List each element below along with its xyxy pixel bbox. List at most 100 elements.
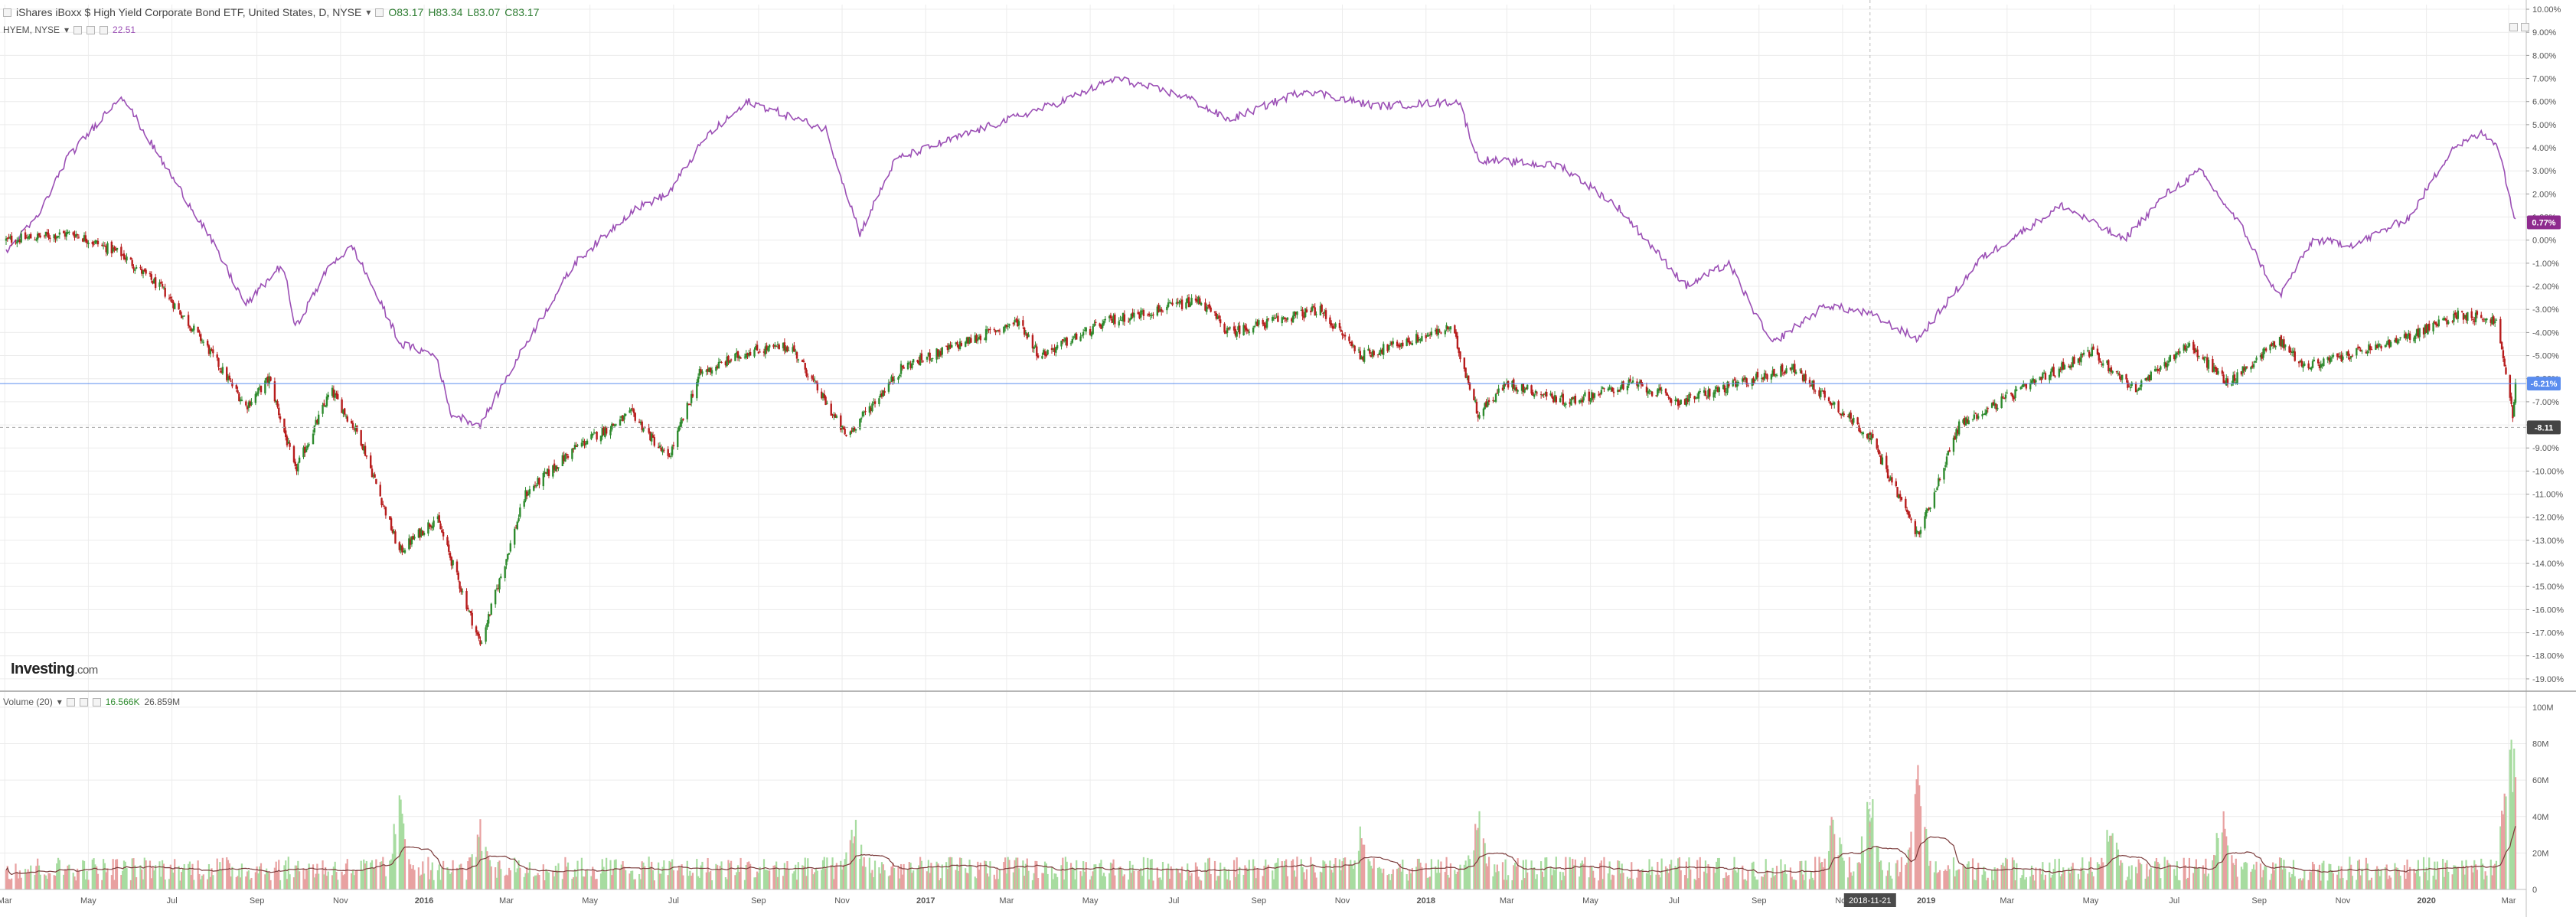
volume-bar [1991,870,1993,889]
volume-bar [1924,827,1926,889]
candle-body [628,410,631,413]
volume-bar [901,874,903,889]
volume-bar [1543,876,1545,889]
chevron-down-icon[interactable]: ▾ [57,697,62,707]
volume-bar [861,866,864,889]
volume-bar [1409,873,1412,889]
candle-body [2378,344,2381,346]
volume-bars [5,739,2517,889]
volume-bar [2134,866,2137,889]
candle-body [912,359,915,363]
volume-bar [1677,858,1680,889]
volume-bar [327,871,329,889]
candle-body [206,341,209,346]
candle-body [851,430,853,432]
candle-body [2225,378,2228,386]
volume-bar [2387,879,2389,889]
volume-bar [1628,878,1630,889]
volume-bar [72,873,74,889]
chevron-down-icon[interactable]: ▾ [366,7,371,18]
candle-body [759,351,761,353]
candle-body [1189,303,1192,307]
candle-body [455,561,459,573]
volume-bar [113,879,116,889]
volume-bar [351,870,354,889]
candle-body [246,406,249,410]
candle-body [2436,325,2439,327]
candle-body [697,377,700,383]
volume-bar [2394,863,2396,889]
candle-body [1226,328,1229,334]
volume-bar [1520,879,1523,889]
volume-bar [2385,864,2388,889]
volume-bar [390,859,393,889]
candle-body [1525,387,1527,390]
candle-body [1092,326,1094,334]
volume-bar [245,876,247,889]
volume-bar [459,864,461,889]
candle-body [801,360,804,362]
settings-icon[interactable] [73,25,83,34]
candle-body [1703,390,1706,393]
close-icon[interactable] [100,25,109,34]
maximize-pane-icon[interactable] [2509,23,2518,31]
candle-body [169,296,172,299]
candle-body [853,427,856,431]
candle-body [275,400,277,403]
volume-bar [734,875,736,889]
candle-body [1081,334,1083,336]
candle-body [1526,384,1529,390]
candle-body [949,344,952,348]
price-tick-label: 2.00% [2532,190,2556,199]
instrument-title: iShares iBoxx $ High Yield Corporate Bon… [16,6,362,18]
settings-icon[interactable] [66,697,75,707]
chevron-down-icon[interactable]: ▾ [64,24,70,35]
candle-body [700,369,702,374]
hide-icon[interactable] [87,25,96,34]
close-icon[interactable] [92,697,101,707]
candle-body [93,243,95,245]
volume-bar [207,863,211,889]
collapse-pane-icon[interactable] [2521,23,2529,31]
candle-body [571,449,573,459]
candle-body [887,382,890,392]
volume-bar [1591,866,1593,889]
candle-body [1285,319,1288,321]
volume-bar [1052,879,1054,889]
candle-body [1373,351,1375,356]
candle-body [1265,318,1268,328]
volume-bar [2300,880,2303,889]
volume-bar [2051,875,2053,889]
collapse-legend-icon[interactable] [3,8,11,17]
candle-body [245,401,247,406]
candle-body [929,352,931,361]
volume-bar [979,862,981,889]
candle-body [527,494,530,496]
volume-bar [545,869,547,889]
candle-body [211,349,213,351]
candle-body [834,414,837,418]
volume-bar [403,823,405,889]
volume-bar [648,857,650,889]
volume-bar [94,864,96,889]
hide-icon[interactable] [79,697,88,707]
settings-icon[interactable] [375,8,384,17]
candle-body [1881,457,1884,465]
volume-bar [1582,863,1585,889]
candle-body [240,400,243,402]
candle-body [2455,315,2458,319]
volume-bar [2054,859,2056,889]
volume-bar [1957,870,1959,889]
volume-bar [2309,871,2311,889]
volume-bar [1319,871,1321,889]
candle-body [1756,372,1759,378]
volume-bar [240,863,243,889]
candle-body [889,382,891,383]
volume-bar [374,867,376,889]
candle-body [554,465,557,472]
candle-body [498,578,501,590]
candle-body [9,237,11,239]
candle-body [671,446,674,455]
candle-body [1685,397,1688,406]
